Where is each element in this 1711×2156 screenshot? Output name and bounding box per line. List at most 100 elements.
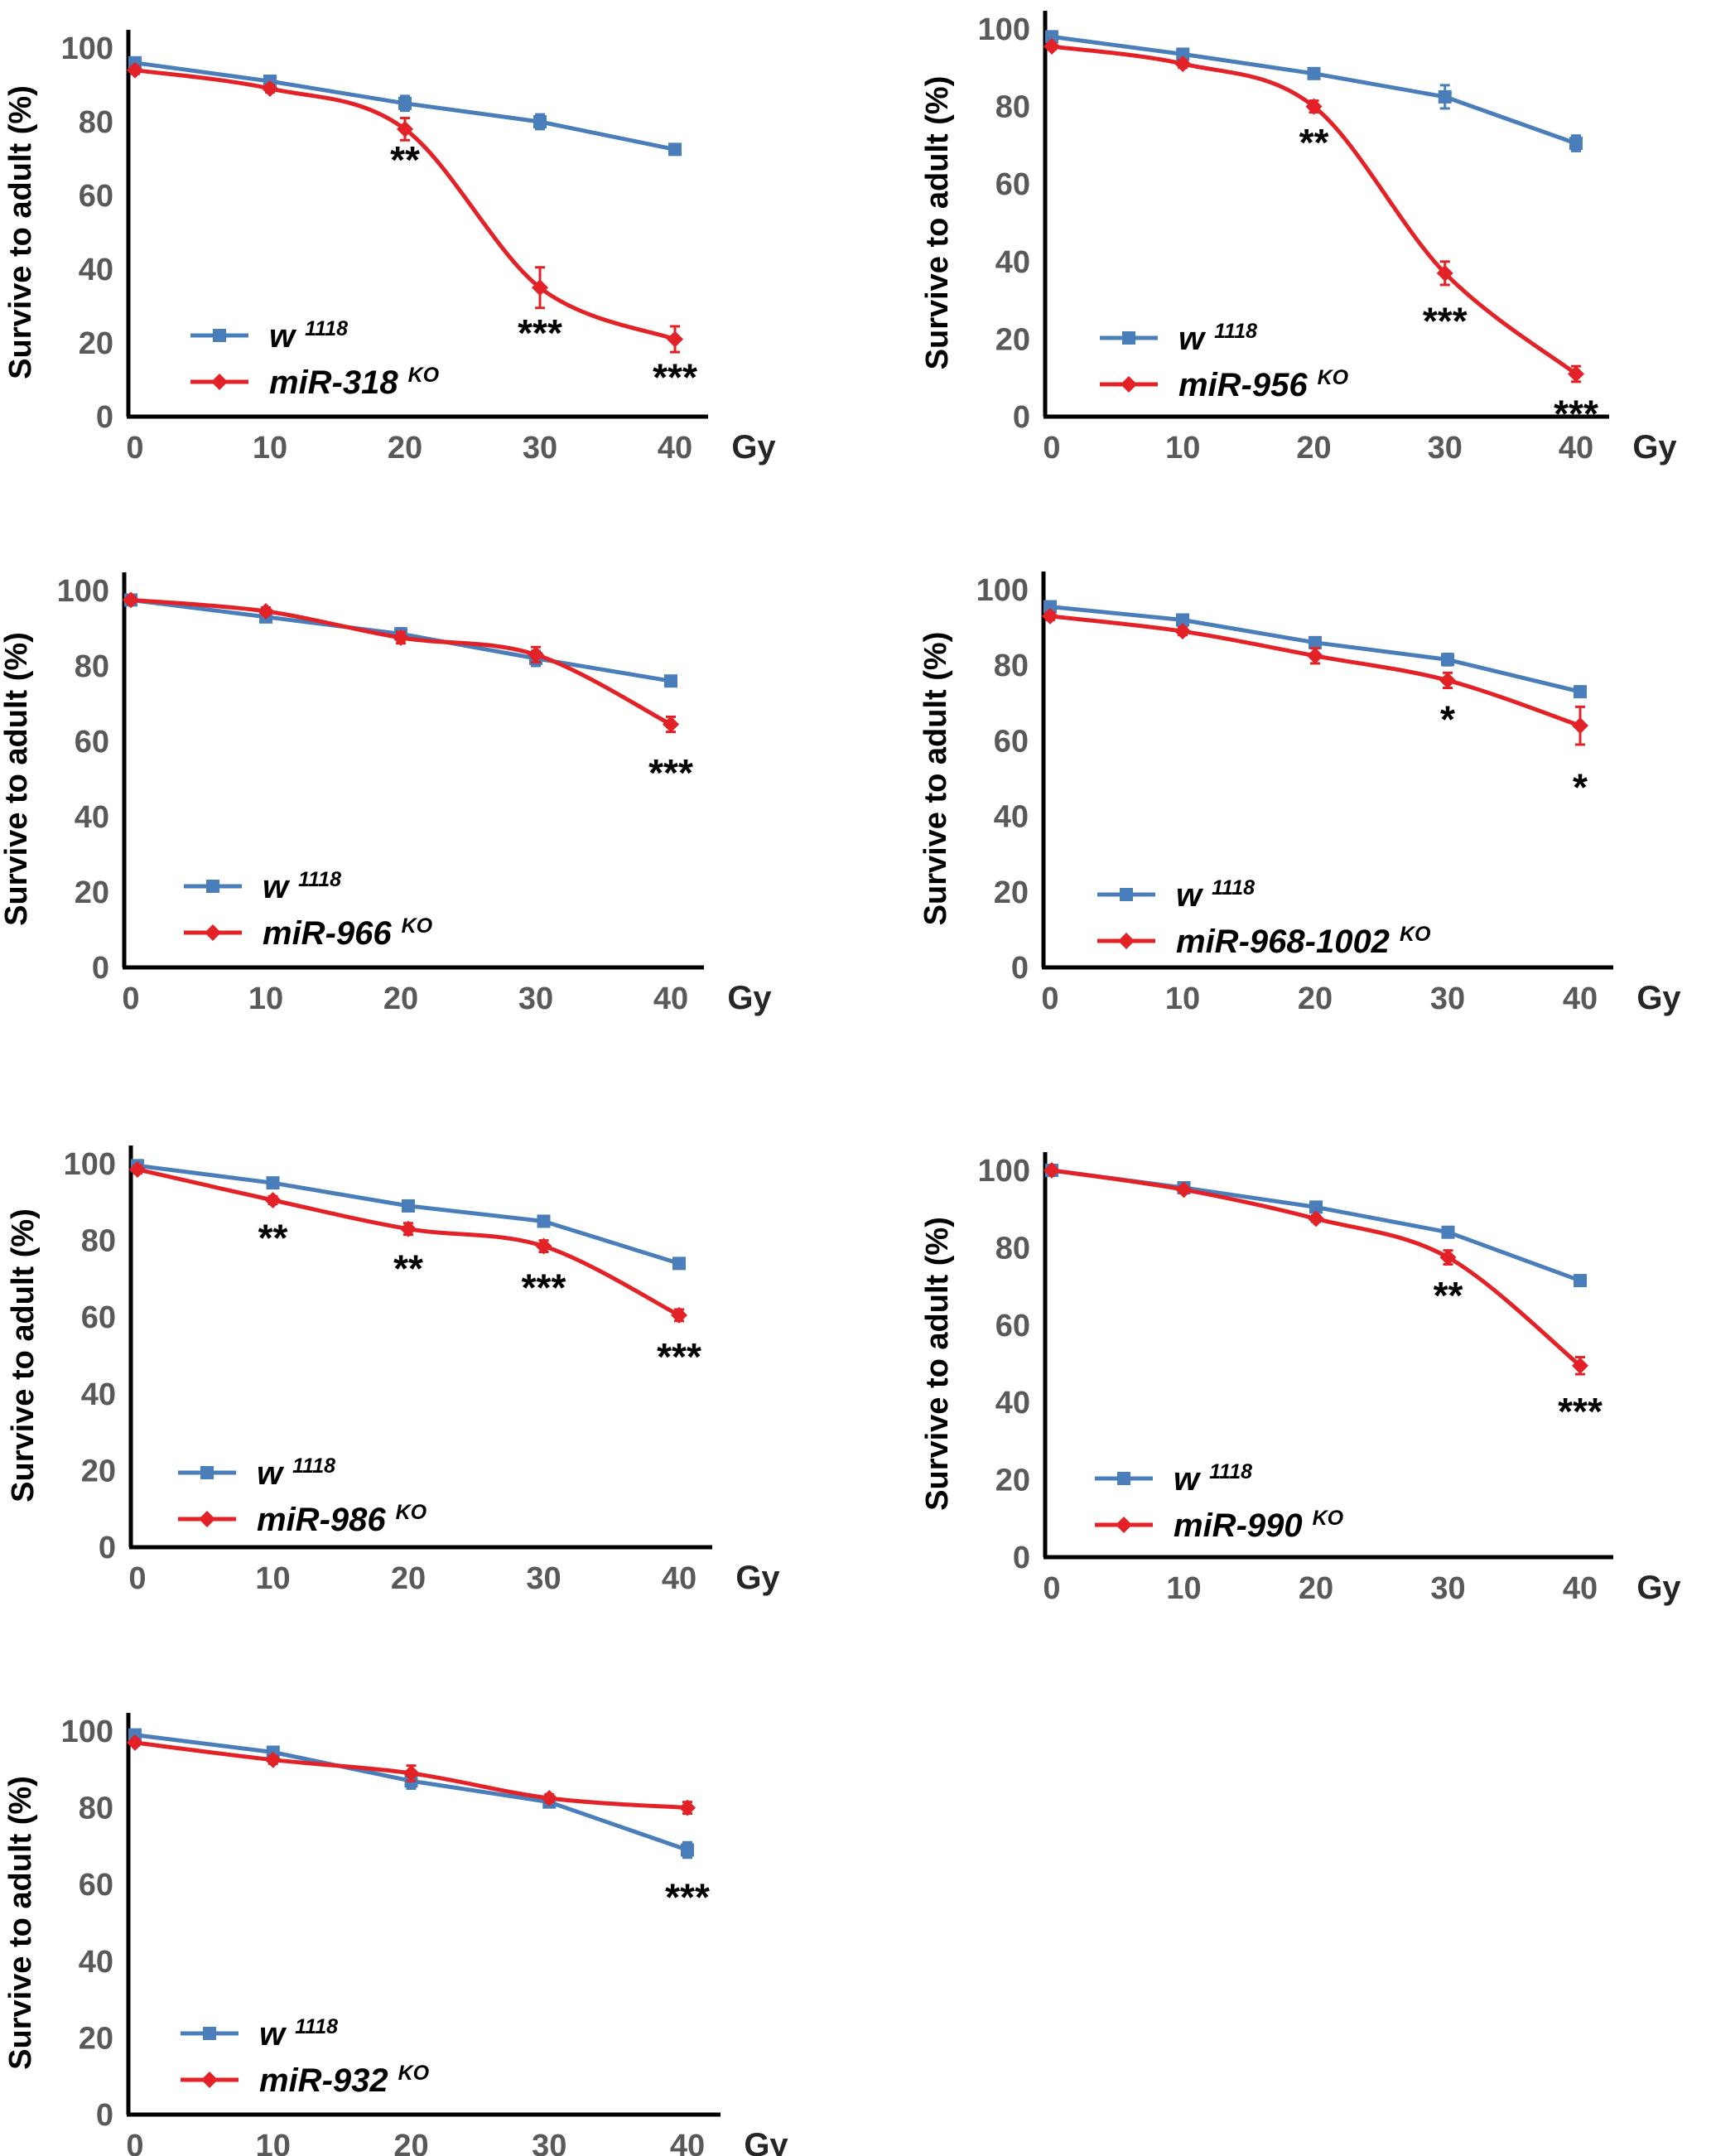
legend-name: miR-986 bbox=[257, 1502, 386, 1538]
x-tick-label: 0 bbox=[126, 2129, 143, 2156]
data-point bbox=[1574, 685, 1587, 699]
data-point bbox=[1438, 89, 1452, 104]
series-miR-966 bbox=[123, 591, 679, 734]
legend-item: w 1118 bbox=[181, 2015, 338, 2052]
y-tick-label: 40 bbox=[79, 1945, 113, 1980]
significance-annotation: *** bbox=[518, 311, 562, 355]
data-point bbox=[402, 1764, 420, 1782]
series-line bbox=[137, 1167, 681, 1318]
x-tick-label: 0 bbox=[126, 431, 143, 465]
data-point bbox=[1043, 600, 1057, 614]
data-point bbox=[1439, 1249, 1457, 1266]
significance-annotation: ** bbox=[258, 1216, 288, 1259]
y-tick-label: 80 bbox=[994, 649, 1029, 683]
legend-marker bbox=[1118, 933, 1135, 949]
x-tick-label: 30 bbox=[532, 2129, 566, 2156]
legend-marker bbox=[1120, 888, 1133, 901]
y-tick-label: 0 bbox=[92, 951, 109, 986]
y-tick-label: 20 bbox=[995, 322, 1030, 357]
significance-annotation: *** bbox=[1554, 393, 1598, 436]
data-point bbox=[1309, 635, 1322, 649]
legend-item: w 1118 bbox=[178, 1454, 335, 1492]
legend-name: miR-966 bbox=[263, 915, 392, 952]
x-tick-label: 10 bbox=[253, 431, 287, 465]
y-tick-label: 0 bbox=[1011, 951, 1029, 986]
legend-superscript: KO bbox=[1318, 366, 1349, 389]
y-tick-label: 100 bbox=[61, 1715, 113, 1749]
x-tick-label: 30 bbox=[1430, 1571, 1465, 1606]
legend-marker bbox=[1117, 1472, 1130, 1485]
significance-annotation: *** bbox=[657, 1335, 701, 1378]
y-tick-label: 40 bbox=[81, 1377, 116, 1412]
legend-name: w bbox=[1178, 321, 1207, 357]
data-point bbox=[528, 646, 544, 663]
series-miR-990 bbox=[1043, 1162, 1588, 1376]
y-tick-label: 100 bbox=[978, 1154, 1030, 1189]
data-point bbox=[127, 61, 143, 79]
legend-label: miR-966 KO bbox=[263, 914, 433, 952]
data-point bbox=[663, 716, 679, 733]
legend-label: w 1118 bbox=[257, 1454, 335, 1492]
legend-name: miR-990 bbox=[1174, 1507, 1303, 1544]
significance-annotation: *** bbox=[665, 1875, 710, 1918]
series-w bbox=[131, 1159, 686, 1271]
legend-label: w 1118 bbox=[1178, 320, 1257, 357]
data-point bbox=[679, 1799, 696, 1816]
data-point bbox=[1308, 1210, 1324, 1228]
legend-item: miR-990 KO bbox=[1095, 1507, 1344, 1544]
y-tick-label: 100 bbox=[61, 31, 113, 66]
x-tick-label: 30 bbox=[1428, 431, 1463, 465]
series-miR-956 bbox=[1043, 38, 1584, 383]
x-axis-unit: Gy bbox=[1632, 429, 1677, 465]
data-point bbox=[1174, 623, 1191, 640]
legend-superscript: 1118 bbox=[295, 2015, 338, 2038]
y-tick-label: 60 bbox=[994, 724, 1029, 759]
data-point bbox=[532, 279, 548, 297]
legend-label: miR-986 KO bbox=[257, 1501, 427, 1538]
significance-annotation: *** bbox=[653, 356, 697, 399]
x-tick-label: 20 bbox=[1298, 982, 1333, 1016]
y-tick-label: 60 bbox=[79, 179, 113, 214]
y-tick-label: 60 bbox=[995, 1309, 1030, 1343]
x-tick-label: 0 bbox=[1041, 982, 1058, 1016]
data-point bbox=[1572, 717, 1588, 735]
y-tick-label: 40 bbox=[995, 245, 1030, 280]
y-axis-label: Survive to adult (%) bbox=[6, 1208, 41, 1502]
x-axis-unit: Gy bbox=[727, 980, 772, 1016]
legend-superscript: KO bbox=[396, 1501, 427, 1524]
x-tick-label: 30 bbox=[526, 1561, 561, 1596]
data-point bbox=[1176, 47, 1190, 61]
y-axis-label: Survive to adult (%) bbox=[0, 632, 34, 926]
x-tick-label: 40 bbox=[670, 2129, 705, 2156]
legend-item: miR-986 KO bbox=[178, 1501, 427, 1538]
y-tick-label: 80 bbox=[79, 105, 113, 140]
legend-superscript: KO bbox=[398, 2062, 430, 2085]
x-tick-label: 10 bbox=[1165, 982, 1200, 1016]
data-point bbox=[1045, 30, 1058, 44]
x-tick-label: 20 bbox=[391, 1561, 426, 1596]
x-tick-label: 0 bbox=[128, 1561, 146, 1596]
series-w bbox=[1045, 30, 1583, 152]
data-point bbox=[398, 96, 412, 110]
x-tick-label: 20 bbox=[1299, 1571, 1333, 1606]
data-point bbox=[127, 1734, 143, 1751]
x-tick-label: 20 bbox=[1296, 431, 1331, 465]
significance-annotation: ** bbox=[393, 1247, 423, 1290]
data-point bbox=[1309, 1200, 1323, 1214]
legend-label: w 1118 bbox=[1176, 876, 1255, 914]
data-point bbox=[393, 629, 409, 646]
y-tick-label: 20 bbox=[81, 1454, 116, 1488]
y-axis-label: Survive to adult (%) bbox=[3, 85, 38, 379]
y-tick-label: 80 bbox=[995, 1231, 1030, 1266]
legend-superscript: 1118 bbox=[292, 1454, 335, 1478]
legend-name: w bbox=[259, 2016, 287, 2052]
x-tick-label: 20 bbox=[388, 431, 422, 465]
significance-annotation: *** bbox=[1558, 1390, 1603, 1433]
data-point bbox=[1175, 1181, 1193, 1199]
data-point bbox=[266, 1176, 280, 1190]
y-tick-label: 100 bbox=[57, 574, 109, 609]
data-point bbox=[264, 1751, 282, 1768]
x-tick-label: 0 bbox=[1043, 431, 1060, 465]
data-point bbox=[1043, 1162, 1060, 1179]
data-point bbox=[533, 115, 547, 128]
